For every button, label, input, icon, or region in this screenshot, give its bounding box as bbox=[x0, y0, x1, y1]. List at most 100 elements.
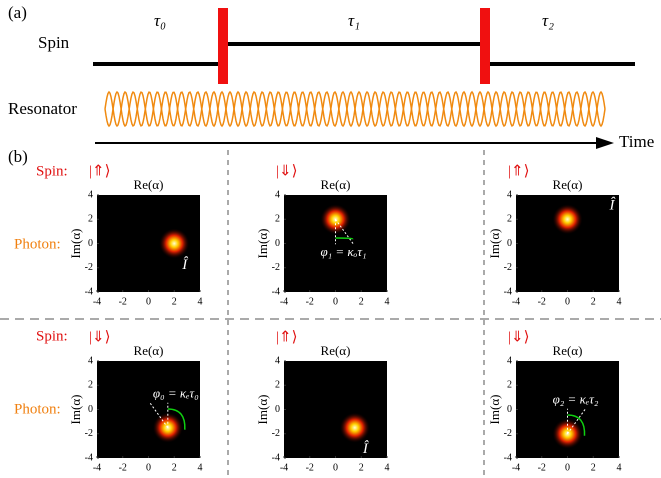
x-tick-label: -4 bbox=[93, 462, 101, 473]
plot-area bbox=[284, 361, 387, 458]
x-tick-label: 2 bbox=[359, 462, 364, 473]
annotation: φ₀ = κₑτ₀ bbox=[153, 386, 199, 401]
annotation: φ₁ = κₒτ₁ bbox=[320, 244, 366, 259]
y-tick-label: 2 bbox=[507, 380, 512, 391]
y-tick-label: 0 bbox=[275, 404, 280, 415]
x-tick-label: 4 bbox=[617, 296, 622, 307]
angle-guide bbox=[567, 408, 586, 435]
ket: |⇓⟩ bbox=[276, 163, 297, 179]
x-tick-label: 0 bbox=[333, 462, 338, 473]
y-tick-label: -4 bbox=[272, 452, 280, 463]
ket: |⇑⟩ bbox=[276, 329, 297, 345]
x-tick-label: 0 bbox=[565, 296, 570, 307]
plot-area bbox=[97, 361, 200, 458]
photon-row-label: Photon: bbox=[14, 236, 61, 252]
x-tick-label: 0 bbox=[146, 296, 151, 307]
part-label: (a) bbox=[8, 3, 27, 22]
y-axis-label: Im(α) bbox=[255, 395, 270, 425]
y-tick-label: 2 bbox=[275, 380, 280, 391]
pulse bbox=[480, 8, 490, 84]
x-tick-label: -2 bbox=[538, 462, 546, 473]
y-tick-label: 2 bbox=[275, 214, 280, 225]
y-tick-label: 2 bbox=[88, 380, 93, 391]
x-tick-label: -4 bbox=[512, 462, 520, 473]
annotation: Î bbox=[609, 197, 616, 214]
y-tick-label: 4 bbox=[275, 355, 280, 366]
x-tick-label: 2 bbox=[359, 296, 364, 307]
x-tick-label: -2 bbox=[119, 296, 127, 307]
y-tick-label: -2 bbox=[272, 428, 280, 439]
x-axis-label: Re(α) bbox=[553, 177, 583, 192]
y-tick-label: 4 bbox=[507, 189, 512, 200]
duration: τ₂ bbox=[542, 11, 554, 30]
y-tick-label: -4 bbox=[85, 452, 93, 463]
x-axis-label: Re(α) bbox=[134, 343, 164, 358]
x-tick-label: 2 bbox=[172, 296, 177, 307]
x-tick-label: 0 bbox=[146, 462, 151, 473]
spin-row-label: Spin: bbox=[36, 328, 68, 344]
x-tick-label: 4 bbox=[617, 462, 622, 473]
x-tick-label: 4 bbox=[198, 296, 203, 307]
x-tick-label: -4 bbox=[512, 296, 520, 307]
y-tick-label: 0 bbox=[275, 238, 280, 249]
x-axis-label: Re(α) bbox=[321, 343, 351, 358]
y-tick-label: 2 bbox=[88, 214, 93, 225]
x-tick-label: 4 bbox=[385, 296, 390, 307]
spin-line bbox=[93, 42, 635, 66]
y-axis-label: Im(α) bbox=[68, 395, 83, 425]
ket: |⇑⟩ bbox=[89, 163, 110, 179]
y-tick-label: -2 bbox=[85, 428, 93, 439]
y-tick-label: 0 bbox=[507, 404, 512, 415]
y-tick-label: 0 bbox=[88, 238, 93, 249]
x-tick-label: -2 bbox=[306, 462, 314, 473]
x-tick-label: 2 bbox=[591, 462, 596, 473]
y-tick-label: -4 bbox=[504, 452, 512, 463]
angle-guide bbox=[149, 402, 169, 428]
ket: |⇑⟩ bbox=[508, 163, 529, 179]
y-tick-label: -4 bbox=[85, 286, 93, 297]
y-axis-label: Im(α) bbox=[68, 229, 83, 259]
ket: |⇓⟩ bbox=[508, 329, 529, 345]
photon-row-label: Photon: bbox=[14, 401, 61, 417]
x-tick-label: -2 bbox=[119, 462, 127, 473]
spin-row-label: Spin: bbox=[36, 163, 68, 179]
duration: τ₀ bbox=[154, 11, 166, 30]
ket: |⇓⟩ bbox=[89, 329, 110, 345]
time-label: Time bbox=[619, 132, 654, 151]
spin-label: Spin bbox=[38, 33, 70, 52]
y-tick-label: -2 bbox=[85, 262, 93, 273]
y-axis-label: Im(α) bbox=[487, 229, 502, 259]
y-tick-label: -2 bbox=[504, 428, 512, 439]
coherent-state bbox=[552, 204, 583, 235]
x-tick-label: 2 bbox=[172, 462, 177, 473]
y-axis-label: Im(α) bbox=[255, 229, 270, 259]
x-tick-label: -4 bbox=[280, 296, 288, 307]
arrow-head bbox=[596, 137, 614, 149]
angle-guide bbox=[335, 218, 354, 245]
annotation: φ₂ = κₑτ₂ bbox=[553, 392, 599, 407]
y-tick-label: 0 bbox=[88, 404, 93, 415]
y-tick-label: 4 bbox=[88, 355, 93, 366]
coherent-state bbox=[159, 228, 190, 259]
annotation: Î bbox=[181, 256, 188, 273]
y-tick-label: 4 bbox=[88, 189, 93, 200]
resonator-wave bbox=[104, 90, 606, 128]
y-tick-label: -2 bbox=[272, 262, 280, 273]
duration: τ₁ bbox=[348, 11, 360, 30]
x-axis-label: Re(α) bbox=[321, 177, 351, 192]
x-tick-label: 0 bbox=[333, 296, 338, 307]
x-tick-label: -4 bbox=[93, 296, 101, 307]
x-tick-label: 0 bbox=[565, 462, 570, 473]
x-tick-label: -4 bbox=[280, 462, 288, 473]
y-axis-label: Im(α) bbox=[487, 395, 502, 425]
x-axis-label: Re(α) bbox=[134, 177, 164, 192]
x-axis-label: Re(α) bbox=[553, 343, 583, 358]
y-tick-label: -4 bbox=[504, 286, 512, 297]
y-tick-label: 4 bbox=[275, 189, 280, 200]
y-tick-label: 0 bbox=[507, 238, 512, 249]
wave bbox=[104, 90, 606, 128]
annotation: Î bbox=[362, 440, 369, 457]
y-tick-label: -4 bbox=[272, 286, 280, 297]
pulse bbox=[218, 8, 228, 84]
